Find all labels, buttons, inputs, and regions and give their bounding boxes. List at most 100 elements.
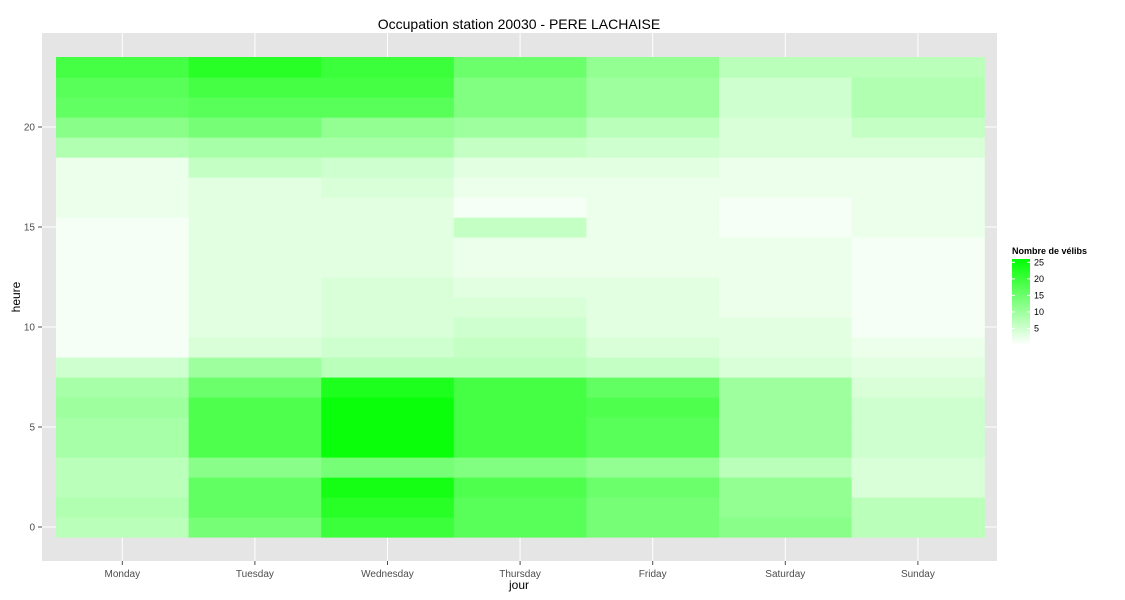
heatmap-cell — [321, 437, 455, 458]
heatmap-cell — [321, 297, 455, 318]
heatmap-cell — [56, 237, 190, 258]
heatmap-cell — [851, 157, 985, 178]
heatmap-cell — [321, 177, 455, 198]
heatmap-cell — [453, 57, 587, 78]
heatmap-cell — [851, 117, 985, 138]
heatmap-cell — [719, 297, 853, 318]
legend-color-step — [1012, 334, 1030, 337]
heatmap-cell — [586, 417, 720, 438]
heatmap-cell — [321, 197, 455, 218]
heatmap-cell — [188, 437, 322, 458]
legend-color-step — [1012, 312, 1030, 316]
heatmap-cell — [851, 417, 985, 438]
legend-title: Nombre de vélibs — [1012, 246, 1087, 256]
heatmap-cell — [321, 517, 455, 538]
heatmap-cell — [453, 237, 587, 258]
heatmap-cell — [321, 477, 455, 498]
heatmap-cell — [453, 77, 587, 98]
heatmap-cell — [188, 97, 322, 118]
legend-color-step — [1012, 276, 1030, 279]
heatmap-cell — [586, 397, 720, 418]
legend-color-step — [1012, 282, 1030, 286]
heatmap-cell — [851, 337, 985, 358]
heatmap-cell — [56, 77, 190, 98]
heatmap-cell — [719, 137, 853, 158]
heatmap-cell — [851, 357, 985, 378]
legend-color-step — [1012, 274, 1030, 277]
heatmap-cell — [851, 317, 985, 338]
heatmap-cell — [586, 457, 720, 478]
heatmap-cell — [321, 417, 455, 438]
heatmap-cell — [586, 297, 720, 318]
heatmap-cell — [453, 437, 587, 458]
heatmap-cell — [719, 217, 853, 238]
heatmap-cell — [851, 497, 985, 518]
heatmap-cell — [719, 437, 853, 458]
heatmap-cell — [586, 217, 720, 238]
y-tick-label: 10 — [24, 323, 36, 334]
heatmap-cell — [719, 457, 853, 478]
heatmap-cell — [321, 357, 455, 378]
y-tick-label: 5 — [29, 423, 35, 434]
legend-label: 20 — [1034, 274, 1044, 284]
heatmap-cell — [453, 457, 587, 478]
heatmap-cell — [56, 257, 190, 278]
heatmap-cell — [188, 177, 322, 198]
legend-color-step — [1012, 332, 1030, 335]
legend-color-step — [1012, 327, 1030, 331]
legend-color-step — [1012, 314, 1030, 318]
legend-label: 25 — [1034, 257, 1044, 267]
legend-color-step — [1012, 299, 1030, 303]
legend-color-step — [1012, 302, 1030, 305]
heatmap-cell — [321, 77, 455, 98]
heatmap-cell — [851, 57, 985, 78]
y-tick-label: 20 — [24, 123, 36, 134]
x-axis: Monday Tuesday Wednesday Thursday Friday Satu… — [105, 561, 935, 580]
legend-label: 15 — [1034, 290, 1044, 300]
heatmap-cell — [586, 337, 720, 358]
heatmap-cell — [56, 457, 190, 478]
y-tick-label: 0 — [29, 523, 35, 534]
legend-color-step — [1012, 261, 1030, 264]
heatmap-cell — [719, 517, 853, 538]
heatmap-cell — [851, 377, 985, 398]
heatmap-cell — [719, 337, 853, 358]
heatmap-cell — [851, 197, 985, 218]
legend-color-step — [1012, 265, 1030, 268]
heatmap-cell — [851, 97, 985, 118]
heatmap-cell — [188, 357, 322, 378]
heatmap-cell — [453, 277, 587, 298]
heatmap-cell — [188, 377, 322, 398]
heatmap-cell — [851, 437, 985, 458]
heatmap-cell — [188, 57, 322, 78]
heatmap-cell — [56, 497, 190, 518]
x-tick-label: Thursday — [499, 569, 541, 580]
heatmap-cell — [453, 217, 587, 238]
heatmap-cell — [586, 257, 720, 278]
legend-color-step — [1012, 317, 1030, 320]
heatmap-cell — [586, 177, 720, 198]
legend-label: 5 — [1034, 323, 1039, 333]
heatmap-cell — [56, 197, 190, 218]
x-tick-label: Tuesday — [236, 569, 274, 580]
heatmap-cell — [188, 297, 322, 318]
heatmap-cell — [56, 137, 190, 158]
legend-color-step — [1012, 304, 1030, 307]
heatmap-cell — [719, 57, 853, 78]
heatmap-cell — [321, 117, 455, 138]
heatmap-cell — [719, 97, 853, 118]
heatmap-cell — [321, 337, 455, 358]
heatmap-cell — [188, 517, 322, 538]
heatmap-cell — [851, 477, 985, 498]
heatmap-cell — [719, 377, 853, 398]
heatmap-cell — [719, 397, 853, 418]
heatmap-cell — [453, 177, 587, 198]
heatmap-cell — [188, 137, 322, 158]
legend-color-step — [1012, 267, 1030, 271]
heatmap-cell — [56, 397, 190, 418]
legend-color-step — [1012, 310, 1030, 314]
heatmap-cell — [56, 417, 190, 438]
heatmap-cell — [586, 157, 720, 178]
heatmap-cell — [321, 137, 455, 158]
